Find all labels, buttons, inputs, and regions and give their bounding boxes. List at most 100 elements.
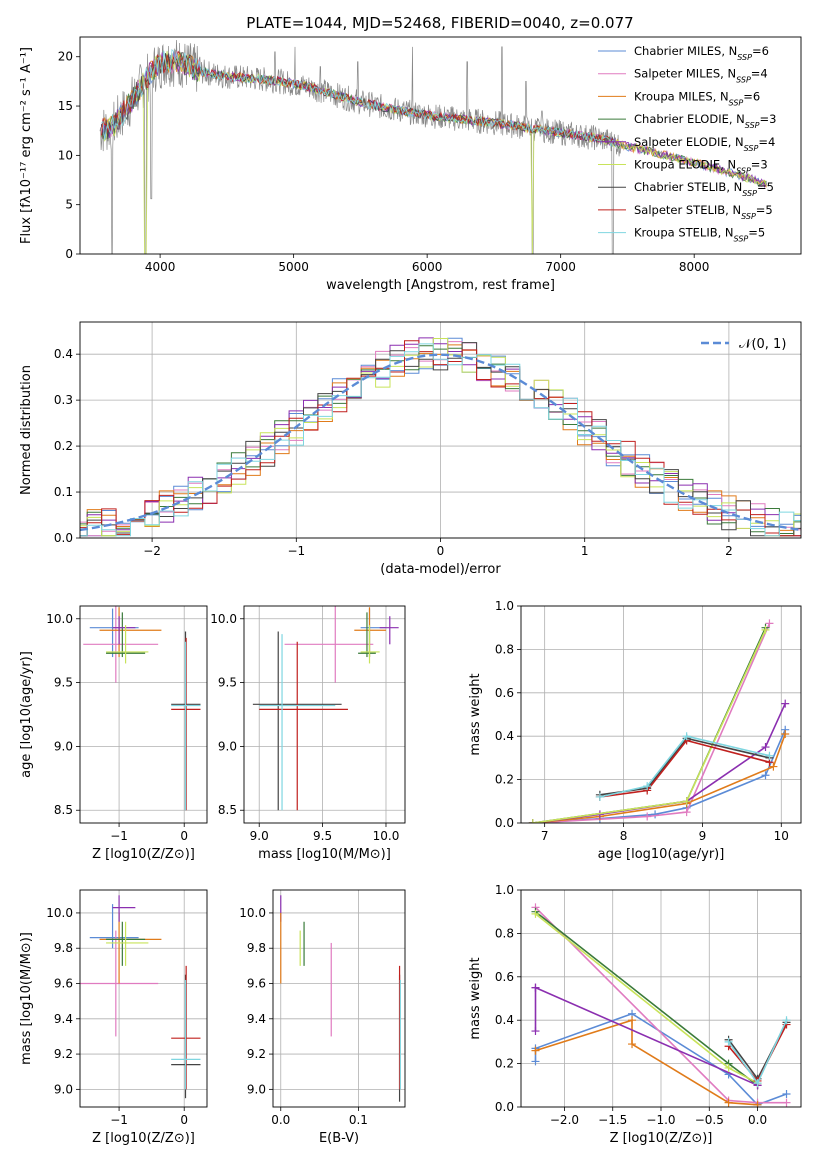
series-point-kroupa_elodie: [531, 909, 540, 918]
y-tick-label: 10.0: [46, 906, 73, 920]
y-tick-label: 0.2: [54, 439, 73, 453]
y-axis-label: mass [log10(M/M⊙)]: [19, 932, 34, 1065]
spectrum-plot-area: [99, 39, 768, 254]
massweight-plot-area: [528, 619, 790, 823]
y-tick-label: 9.6: [54, 977, 73, 991]
series-point-kroupa_miles: [769, 762, 778, 771]
y-tick-label: 0.4: [54, 347, 73, 361]
panel-mass-vs-ebv: 0.0 0.1 9.0 9.2 9.4 9.6 9.8 10.0 E(B-V): [239, 889, 406, 1146]
series-point-kroupa_stelib: [765, 751, 774, 760]
series-point-salpeter_miles: [682, 808, 691, 817]
x-tick-label: 6000: [412, 260, 443, 274]
series-point-kroupa_elodie: [724, 1063, 733, 1072]
residual-plot-area: [80, 337, 801, 537]
series-point-kroupa_miles: [628, 1016, 637, 1025]
x-axis-label: Z [log10(Z/Z⊙)]: [610, 1131, 713, 1146]
panel-mass-weight-vs-age: 7 8 9 10 0.0 0.2 0.4 0.6 0.8 1.0 age [log10(age/yr…: [468, 599, 802, 862]
y-tick-label: 10: [58, 148, 73, 162]
axes-frame: [272, 889, 406, 1108]
model-spectrum-chabrier_elodie: [100, 51, 767, 187]
y-tick-label: 0.6: [495, 686, 514, 700]
y-tick-label: 0.0: [495, 816, 514, 830]
axes-frame: [79, 889, 208, 1108]
panel-age-vs-mass: 9.0 9.5 10.0 8.5 9.0 9.5 10.0 mass [log10(M/M⊙)…: [210, 605, 406, 862]
y-tick-label: 15: [58, 99, 73, 113]
y-tick-label: 8.5: [54, 803, 73, 817]
y-tick-label: 0.6: [495, 970, 514, 984]
x-axis-label: Z [log10(Z/Z⊙)]: [92, 847, 195, 862]
axes-frame: [79, 321, 802, 539]
x-tick-label: −1: [110, 1113, 128, 1127]
y-axis-label: mass weight: [468, 957, 483, 1039]
axes-frame: [520, 889, 802, 1108]
series-point-kroupa_miles: [531, 1046, 540, 1055]
y-tick-label: 0.8: [495, 926, 514, 940]
x-tick-label: −1: [110, 829, 128, 843]
y-tick-label: 0.3: [54, 393, 73, 407]
errorbar-plot-area: [280, 895, 401, 1102]
x-tick-label: −1.0: [646, 1113, 675, 1127]
x-tick-label: −1.5: [598, 1113, 627, 1127]
legend-entry: Salpeter MILES, NSSP=4: [634, 67, 768, 85]
x-tick-label: 4000: [145, 260, 176, 274]
x-tick-label: 0: [180, 829, 188, 843]
x-tick-label: 7: [541, 829, 549, 843]
series-point-kroupa_stelib: [643, 782, 652, 791]
x-tick-label: 9.5: [313, 829, 332, 843]
histogram-kroupa_elodie: [80, 338, 801, 537]
panel-mass-weight-vs-metallicity: −2.0 −1.5 −1.0 −0.5 0.0 0.0 0.2 0.4 0.6 0.8 1.0 Z […: [468, 883, 802, 1146]
x-tick-label: 10.0: [373, 829, 400, 843]
series-point-salpeter_miles: [782, 1098, 791, 1107]
y-tick-label: 0.0: [54, 531, 73, 545]
y-axis-label: age [log10(age/yr)]: [19, 651, 34, 778]
series-point-kroupa_stelib: [724, 1037, 733, 1046]
x-tick-label: −2.0: [550, 1113, 579, 1127]
axes-frame: [79, 605, 208, 824]
model-spectrum-kroupa_stelib: [101, 48, 617, 148]
series-point-salpeter_miles: [765, 619, 774, 628]
x-tick-label: −2: [143, 544, 161, 558]
x-tick-label: 0.0: [271, 1113, 290, 1127]
histogram-chabrier_elodie: [80, 345, 801, 537]
legend-entry: Kroupa ELODIE, NSSP=3: [634, 158, 768, 176]
errorbar-plot-area: [83, 606, 201, 811]
y-tick-label: 0.4: [495, 729, 514, 743]
y-tick-label: 0.8: [495, 642, 514, 656]
y-tick-label: 9.8: [54, 941, 73, 955]
y-tick-label: 9.0: [54, 739, 73, 753]
axes-frame: [520, 605, 802, 824]
y-tick-label: 9.0: [247, 1082, 266, 1096]
x-tick-label: 0: [180, 1113, 188, 1127]
y-tick-label: 9.6: [247, 977, 266, 991]
y-tick-label: 0.2: [495, 1057, 514, 1071]
y-tick-label: 9.2: [247, 1047, 266, 1061]
x-tick-label: 0.1: [349, 1113, 368, 1127]
y-tick-label: 9.4: [247, 1012, 266, 1026]
series-line-kroupa_stelib: [599, 735, 770, 798]
series-point-salpeter_elodie: [531, 983, 540, 992]
y-tick-label: 9.0: [218, 739, 237, 753]
series-point-salpeter_miles: [643, 812, 652, 821]
y-tick-label: 10.0: [239, 906, 266, 920]
series-point-kroupa_miles: [781, 730, 790, 739]
x-axis-label: (data-model)/error: [380, 562, 501, 577]
series-point-kroupa_elodie: [682, 797, 691, 806]
x-tick-label: 8000: [679, 260, 710, 274]
series-point-chabrier_miles: [531, 1057, 540, 1066]
x-tick-label: 7000: [545, 260, 576, 274]
legend-entry: Salpeter STELIB, NSSP=5: [634, 203, 773, 221]
errorbar-plot-area: [80, 895, 201, 1099]
y-tick-label: 0.1: [54, 485, 73, 499]
x-axis-label: wavelength [Angstrom, rest frame]: [326, 278, 555, 293]
y-tick-label: 9.0: [54, 1082, 73, 1096]
y-tick-label: 9.2: [54, 1047, 73, 1061]
y-axis-label: Flux [fλ10⁻¹⁷ erg cm⁻² s⁻¹ A⁻¹]: [19, 47, 34, 244]
series-line-salpeter_miles: [532, 623, 771, 823]
panel-residuals: −2 −1 0 1 2 0.0 0.1 0.2 0.3 0.4 (data-model)/error…: [19, 321, 802, 577]
series-point-salpeter_elodie: [531, 1027, 540, 1036]
errorbar-plot-area: [252, 606, 399, 811]
x-tick-label: −1: [287, 544, 305, 558]
y-axis-label: mass weight: [468, 673, 483, 755]
axes-frame: [243, 605, 406, 824]
series-point-kroupa_stelib: [782, 1016, 791, 1025]
